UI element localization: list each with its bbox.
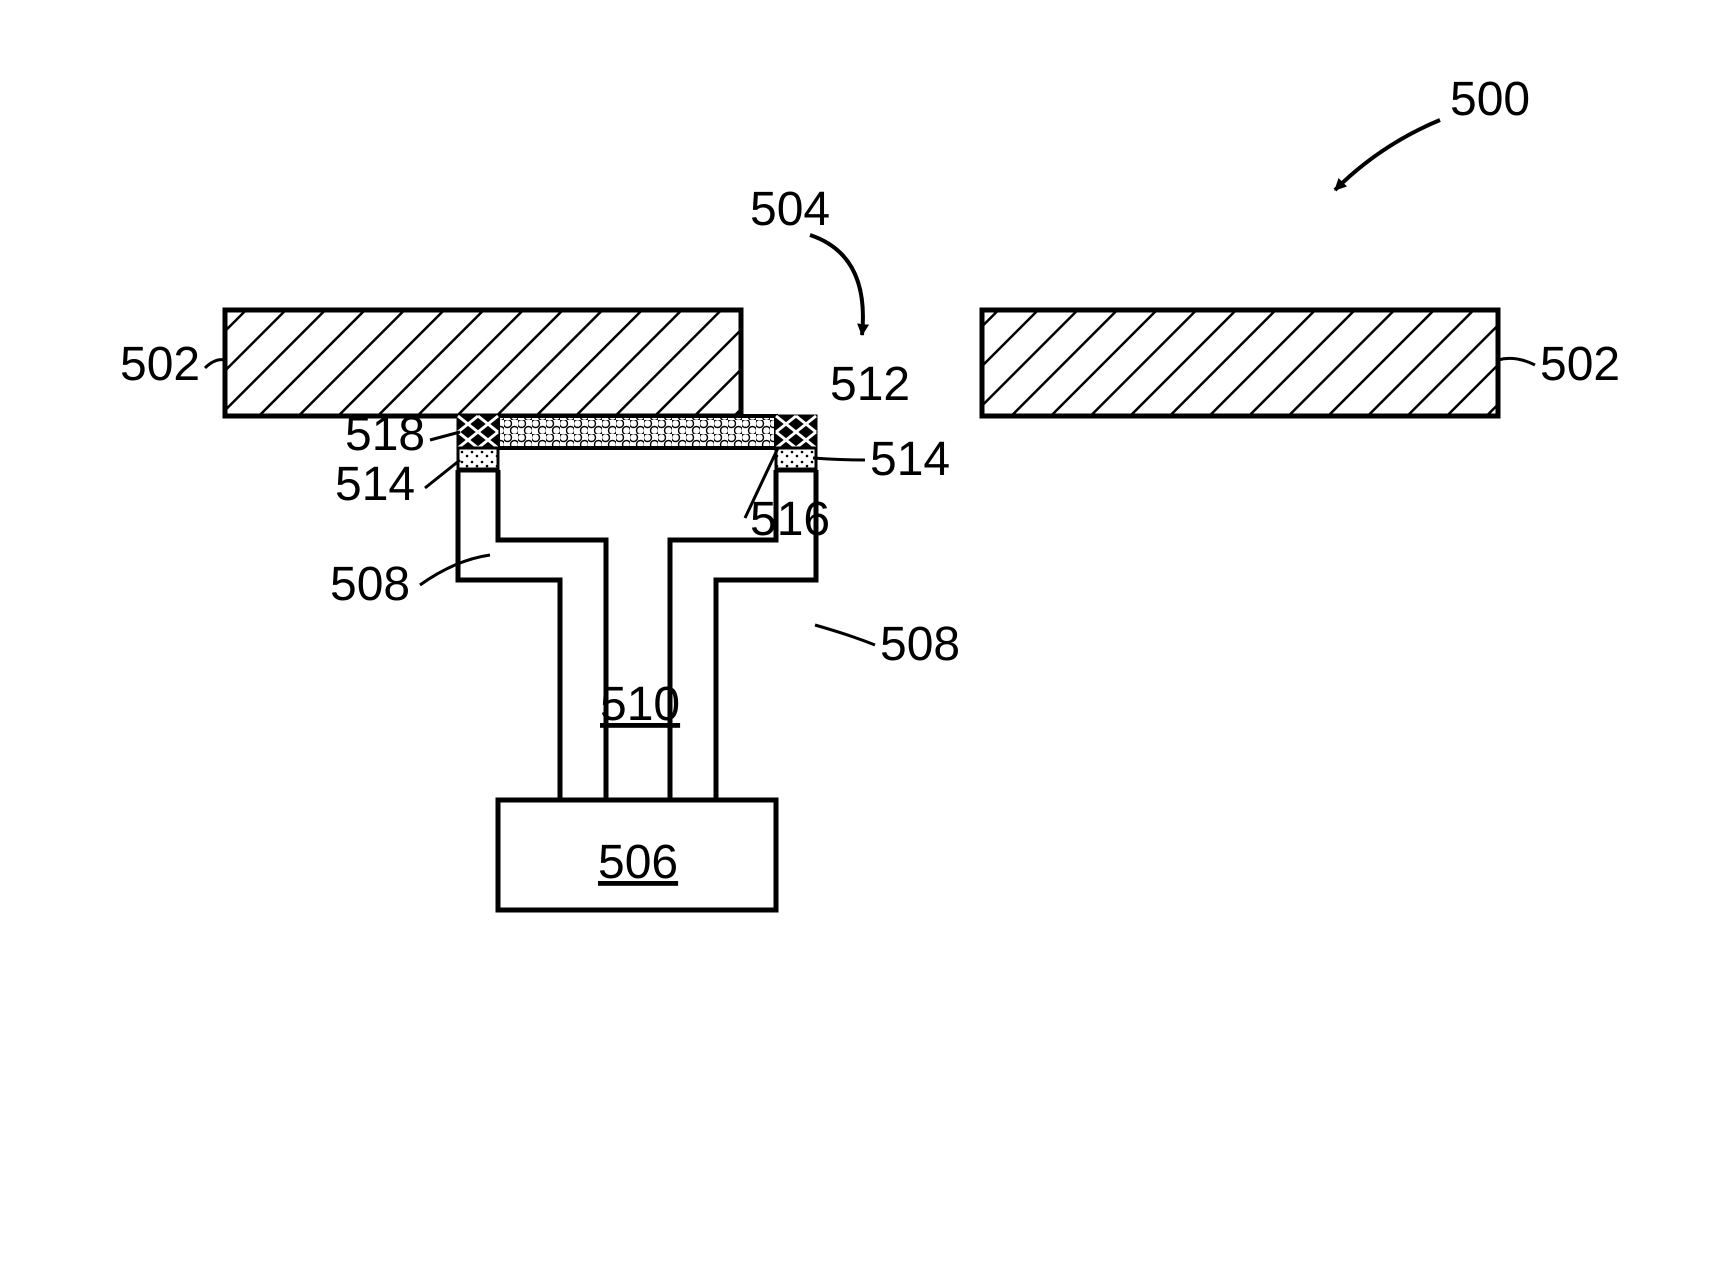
label-514-right: 514 bbox=[870, 433, 950, 486]
pad-514-right bbox=[776, 448, 816, 470]
leader-504 bbox=[810, 235, 863, 335]
leader-514-right bbox=[813, 458, 865, 460]
label-518: 518 bbox=[345, 408, 425, 461]
strip-512 bbox=[498, 416, 776, 448]
label-508-right: 508 bbox=[880, 618, 960, 671]
leader-518 bbox=[430, 432, 460, 440]
leader-514-left bbox=[425, 460, 460, 488]
patent-figure: 500 504 502 502 512 518 514 514 516 508 … bbox=[0, 0, 1718, 1284]
label-504: 504 bbox=[750, 183, 830, 236]
label-514-left: 514 bbox=[335, 458, 415, 511]
pad-514-left bbox=[458, 448, 498, 470]
label-500: 500 bbox=[1450, 73, 1530, 126]
label-510: 510 bbox=[600, 678, 680, 731]
label-516: 516 bbox=[750, 493, 830, 546]
leader-502-left bbox=[205, 360, 225, 368]
leader-508-right bbox=[815, 625, 875, 645]
cap-518-left bbox=[458, 416, 498, 448]
label-502-right: 502 bbox=[1540, 338, 1620, 391]
leader-500 bbox=[1335, 120, 1440, 190]
label-506: 506 bbox=[598, 836, 678, 889]
leader-502-right bbox=[1498, 358, 1535, 365]
block-502-left bbox=[225, 310, 741, 416]
block-502-right bbox=[982, 310, 1498, 416]
label-502-left: 502 bbox=[120, 338, 200, 391]
label-508-left: 508 bbox=[330, 558, 410, 611]
cap-right bbox=[776, 416, 816, 448]
label-512: 512 bbox=[830, 358, 910, 411]
